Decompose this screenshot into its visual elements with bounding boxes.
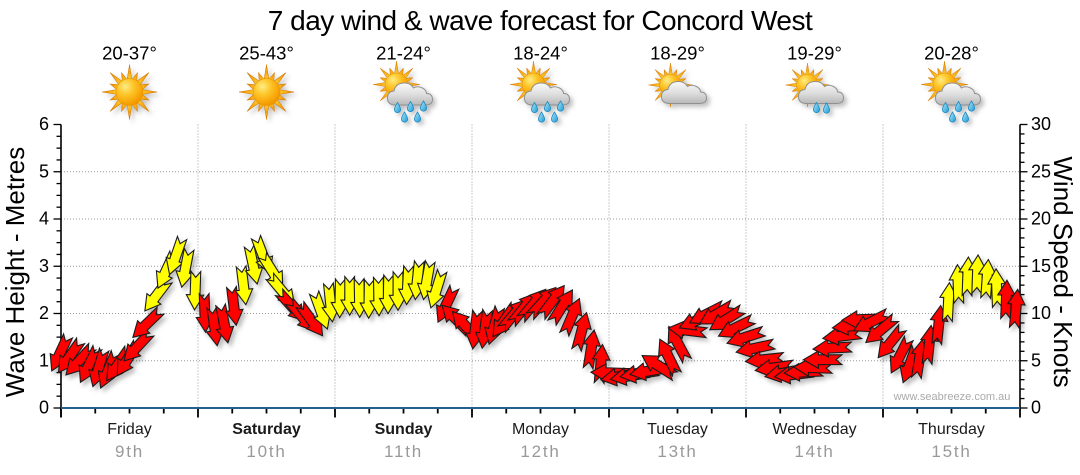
- svg-text:Tuesday: Tuesday: [647, 421, 708, 438]
- svg-text:5: 5: [1031, 350, 1041, 370]
- svg-text:19-29°: 19-29°: [787, 43, 842, 64]
- svg-text:18-29°: 18-29°: [650, 43, 705, 64]
- svg-text:12th: 12th: [520, 442, 560, 461]
- svg-text:0: 0: [39, 398, 49, 418]
- svg-text:Saturday: Saturday: [232, 421, 301, 438]
- svg-text:18-24°: 18-24°: [513, 43, 568, 64]
- svg-text:7 day wind & wave forecast for: 7 day wind & wave forecast for Concord W…: [268, 5, 813, 36]
- svg-text:5: 5: [39, 161, 49, 181]
- svg-text:15th: 15th: [931, 442, 971, 461]
- svg-text:www.seabreeze.com.au: www.seabreeze.com.au: [893, 391, 1011, 403]
- svg-text:Thursday: Thursday: [918, 421, 985, 438]
- svg-text:0: 0: [1031, 398, 1041, 418]
- svg-text:14th: 14th: [794, 442, 834, 461]
- svg-text:Friday: Friday: [107, 421, 151, 438]
- svg-text:Sunday: Sunday: [375, 421, 433, 438]
- svg-text:15: 15: [1031, 256, 1051, 276]
- svg-text:10th: 10th: [246, 442, 286, 461]
- svg-text:1: 1: [39, 350, 49, 370]
- svg-text:20-37°: 20-37°: [102, 43, 157, 64]
- svg-text:10: 10: [1031, 303, 1051, 323]
- svg-text:Wave Height - Metres: Wave Height - Metres: [0, 147, 30, 397]
- svg-text:Wind Speed - Knots: Wind Speed - Knots: [1048, 156, 1078, 387]
- svg-text:Wednesday: Wednesday: [772, 421, 856, 438]
- svg-text:21-24°: 21-24°: [376, 43, 431, 64]
- svg-text:30: 30: [1031, 114, 1051, 134]
- svg-text:3: 3: [39, 256, 49, 276]
- svg-text:25-43°: 25-43°: [239, 43, 294, 64]
- svg-text:20-28°: 20-28°: [924, 43, 979, 64]
- svg-text:Monday: Monday: [512, 421, 569, 438]
- svg-text:20: 20: [1031, 209, 1051, 229]
- svg-text:25: 25: [1031, 161, 1051, 181]
- svg-text:13th: 13th: [657, 442, 697, 461]
- svg-text:6: 6: [39, 114, 49, 134]
- svg-text:9th: 9th: [115, 442, 144, 461]
- svg-text:11th: 11th: [384, 442, 423, 461]
- svg-text:4: 4: [39, 209, 49, 229]
- svg-text:2: 2: [39, 303, 49, 323]
